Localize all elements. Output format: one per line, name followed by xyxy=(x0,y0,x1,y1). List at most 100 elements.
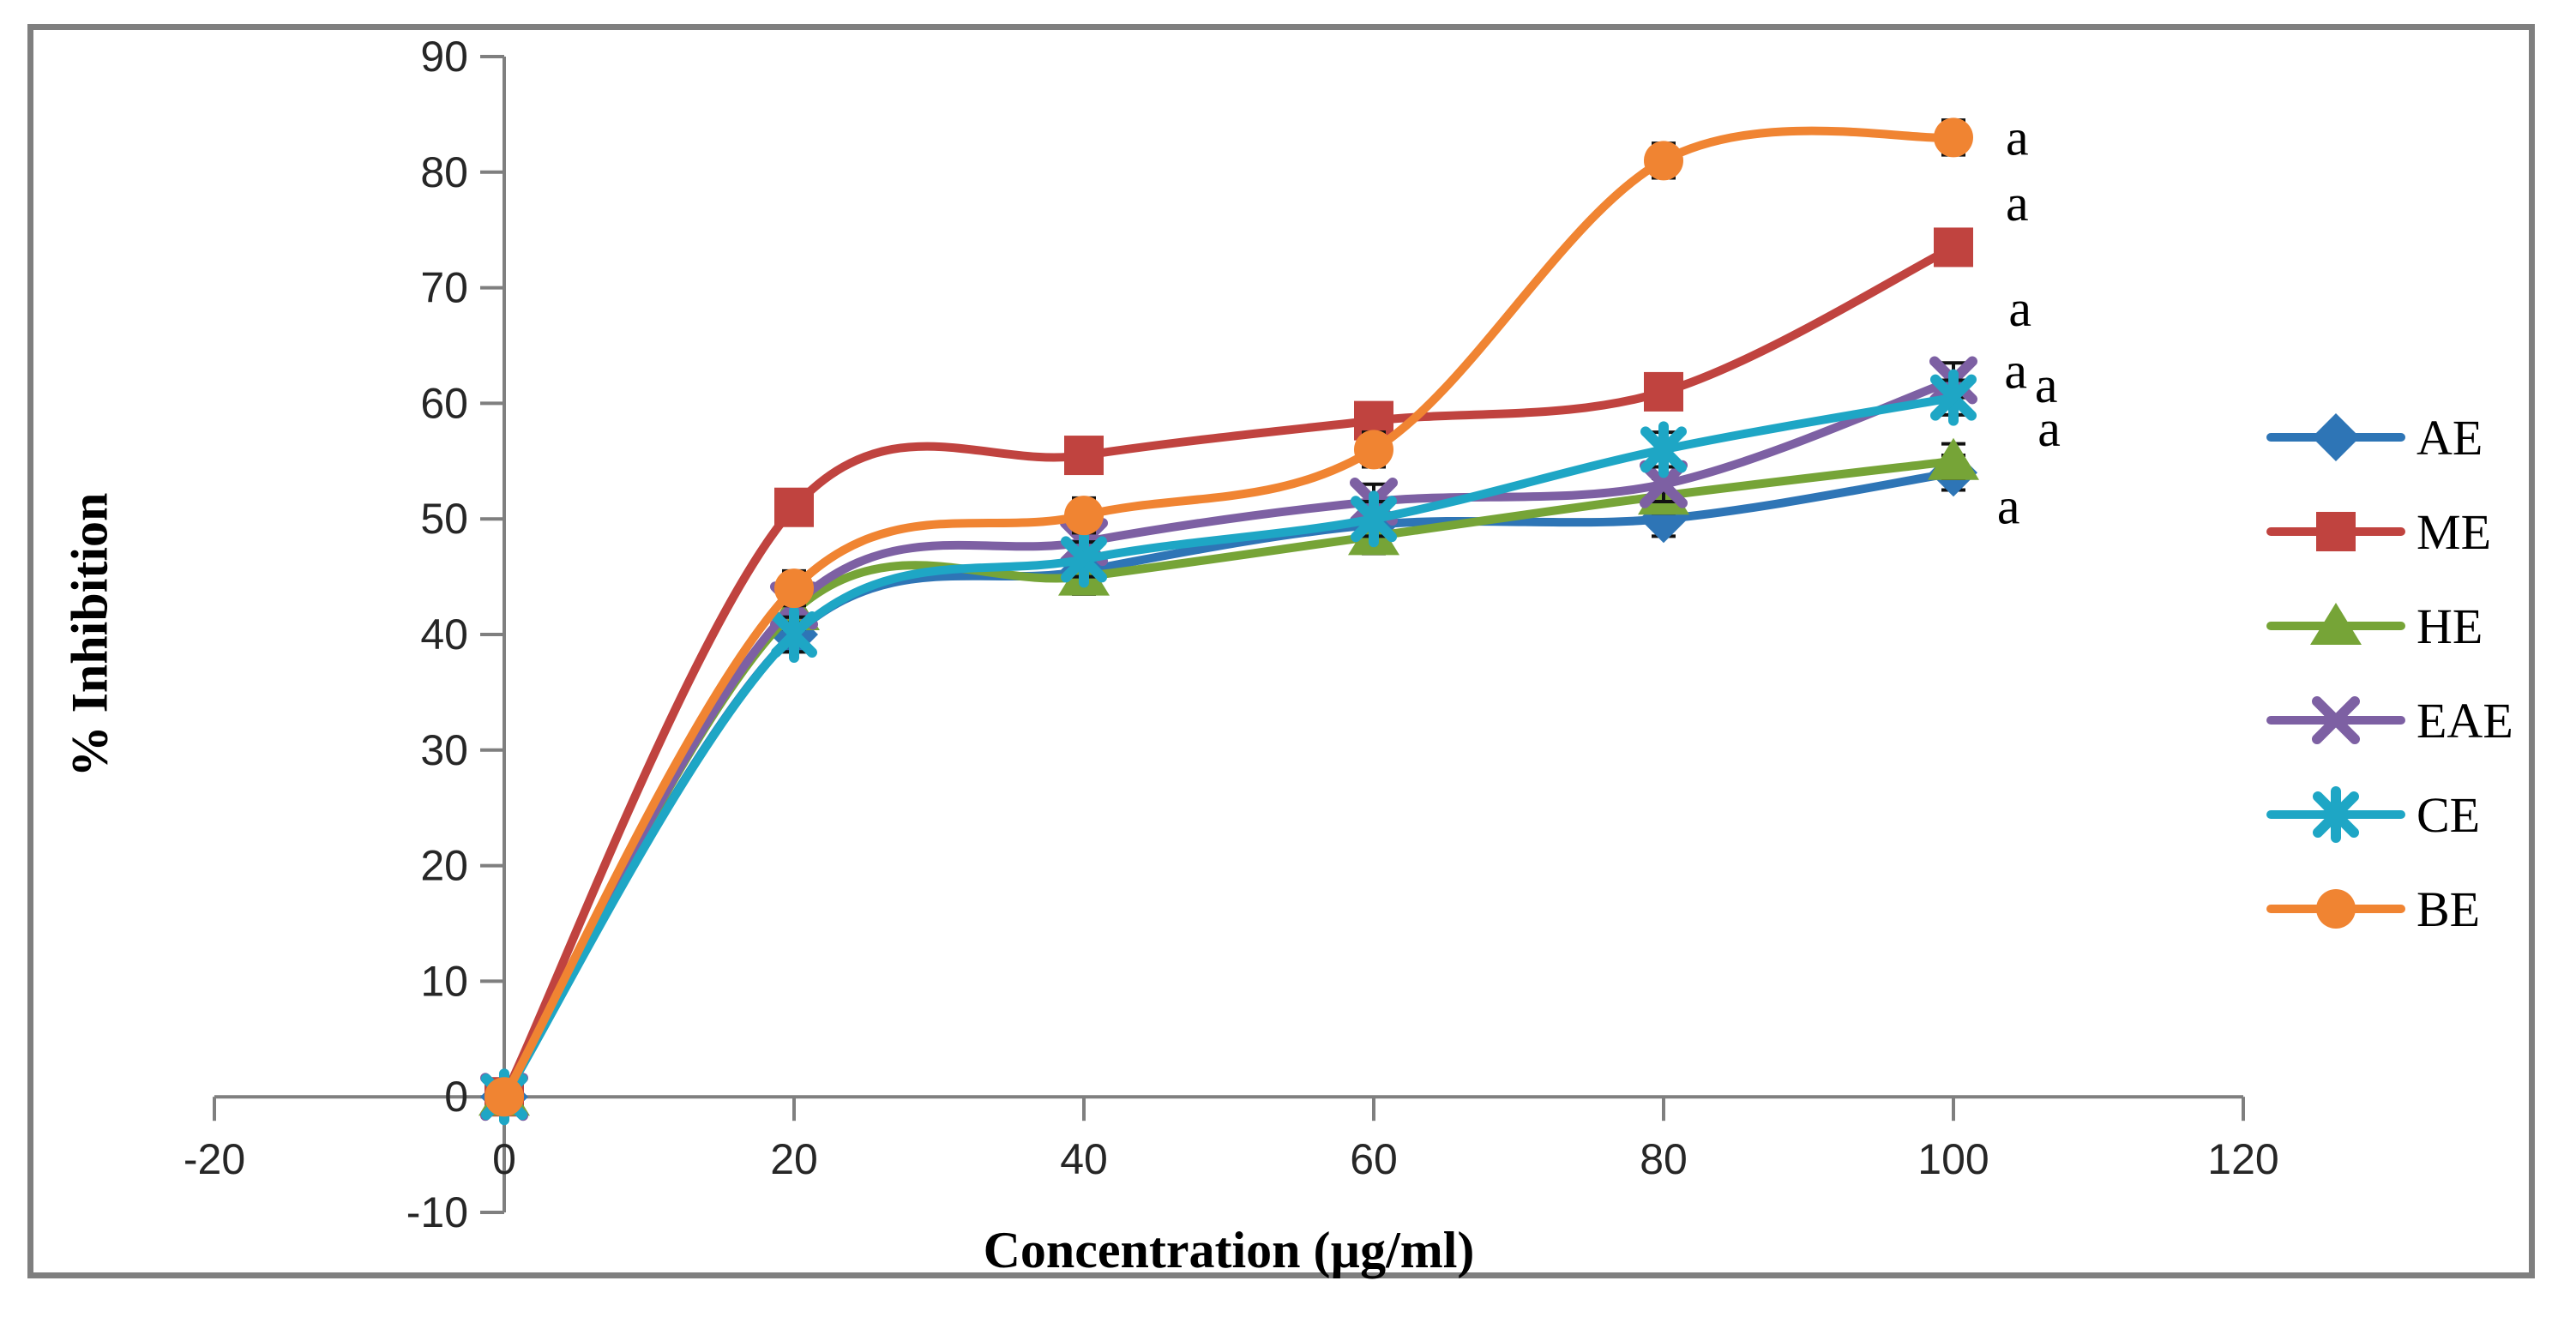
square-shape xyxy=(1064,436,1104,476)
x-axis-title: Concentration (µg/ml) xyxy=(983,1222,1475,1278)
square-marker xyxy=(1934,227,1973,268)
legend-label-CE: CE xyxy=(2417,787,2480,843)
square-shape xyxy=(2316,512,2356,551)
significance-letter: a xyxy=(2006,175,2029,232)
asterisk-arm xyxy=(2313,791,2359,838)
y-axis-title: % Inhibition xyxy=(61,492,118,778)
asterisk-arm xyxy=(1930,374,1977,421)
circle-marker xyxy=(1644,141,1683,181)
legend-label-ME: ME xyxy=(2417,504,2491,560)
diamond-marker xyxy=(2312,413,2360,461)
circle-shape xyxy=(1934,117,1973,158)
diamond-shape xyxy=(2312,413,2360,461)
square-marker xyxy=(1644,371,1683,412)
y-tick-label: 40 xyxy=(420,610,468,658)
square-marker xyxy=(2316,512,2356,551)
triangle-shape xyxy=(2310,603,2362,645)
square-shape xyxy=(1934,227,1973,268)
significance-letter: a xyxy=(2004,343,2027,400)
circle-marker xyxy=(1934,117,1973,158)
series-ME xyxy=(485,227,1973,1117)
square-shape xyxy=(774,487,814,527)
significance-letter: a xyxy=(2037,400,2061,457)
y-tick-label: -10 xyxy=(406,1188,468,1236)
circle-shape xyxy=(1644,141,1683,181)
asterisk-shape xyxy=(2313,786,2359,843)
series-line-ME xyxy=(500,243,1958,1102)
circle-marker xyxy=(1064,496,1104,536)
series-line-EAE xyxy=(500,376,1958,1102)
x-marker xyxy=(1640,460,1688,508)
y-tick-label: 30 xyxy=(420,726,468,774)
asterisk-marker xyxy=(1061,531,1107,588)
circle-shape xyxy=(485,1077,524,1117)
x-tick-label: 40 xyxy=(1060,1135,1108,1183)
y-tick-label: 60 xyxy=(420,379,468,427)
tick-labels: -20 0 20 40 60 80 100 120 -10 0 10 20 30 40 50 60 70 80 90 xyxy=(184,33,2279,1236)
axes xyxy=(213,55,2245,1214)
square-shape xyxy=(1644,371,1683,412)
legend-item-HE: HE xyxy=(2266,598,2483,654)
asterisk-marker xyxy=(1351,490,1397,548)
legend: AE ME HE EAE CE BE xyxy=(2266,410,2513,937)
legend-label-HE: HE xyxy=(2417,598,2483,654)
asterisk-arm xyxy=(1640,426,1687,473)
circle-marker xyxy=(485,1077,524,1117)
legend-item-EAE: EAE xyxy=(2266,693,2513,749)
asterisk-marker xyxy=(771,606,817,663)
asterisk-arm xyxy=(1351,496,1397,543)
asterisk-shape xyxy=(1640,421,1687,478)
x-tick-label: 120 xyxy=(2207,1135,2278,1183)
x-tick-label: 0 xyxy=(492,1135,516,1183)
asterisk-shape xyxy=(1351,490,1397,548)
y-tick-label: 70 xyxy=(420,264,468,312)
significance-letter: a xyxy=(2035,357,2058,413)
significance-letter: a xyxy=(2008,280,2031,337)
significance-letter: a xyxy=(1997,478,2020,534)
x-arm xyxy=(2312,696,2360,744)
circle-marker xyxy=(2316,889,2356,929)
asterisk-arm xyxy=(771,611,817,658)
square-marker xyxy=(774,487,814,527)
y-tick-label: 20 xyxy=(420,842,468,890)
asterisk-marker xyxy=(1640,421,1687,478)
series-line-AE xyxy=(500,468,1958,1102)
circle-marker xyxy=(1354,430,1393,470)
square-marker xyxy=(1064,436,1104,476)
legend-label-BE: BE xyxy=(2417,881,2480,937)
asterisk-arm xyxy=(1061,536,1107,583)
y-tick-label: 10 xyxy=(420,957,468,1005)
x-tick-label: -20 xyxy=(184,1135,245,1183)
x-tick-label: 60 xyxy=(1350,1135,1398,1183)
x-marker xyxy=(2312,696,2360,744)
triangle-shape xyxy=(1928,437,1979,480)
x-tick-label: 80 xyxy=(1640,1135,1688,1183)
x-shape xyxy=(1640,460,1688,508)
asterisk-shape xyxy=(771,606,817,663)
y-tick-label: 50 xyxy=(420,495,468,543)
circle-shape xyxy=(774,568,814,609)
asterisk-shape xyxy=(1061,531,1107,588)
asterisk-shape xyxy=(1930,369,1977,426)
series-AE xyxy=(480,448,1977,1122)
circle-shape xyxy=(2316,889,2356,929)
x-tick-label: 100 xyxy=(1917,1135,1989,1183)
series-BE xyxy=(485,117,1973,1117)
series-line-HE xyxy=(500,456,1958,1102)
asterisk-marker xyxy=(1930,369,1977,426)
y-tick-label: 80 xyxy=(420,148,468,196)
legend-item-AE: AE xyxy=(2266,410,2483,466)
circle-shape xyxy=(1354,430,1393,470)
legend-label-AE: AE xyxy=(2417,410,2483,466)
y-tick-label: 90 xyxy=(420,33,468,81)
y-tick-label: 0 xyxy=(444,1073,468,1121)
circle-shape xyxy=(1064,496,1104,536)
circle-marker xyxy=(774,568,814,609)
series-line-CE xyxy=(500,393,1958,1102)
triangle-marker xyxy=(1928,437,1979,480)
figure-border xyxy=(27,24,2535,1278)
significance-letter: a xyxy=(2006,109,2029,165)
